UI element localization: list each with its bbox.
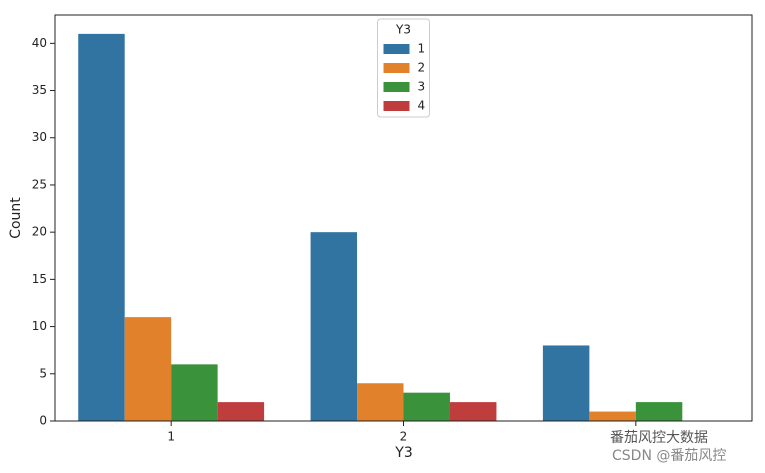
bar [171,364,218,421]
y-tick-label: 20 [32,225,47,239]
legend-swatch [383,44,410,54]
x-tick-label: 2 [400,430,408,444]
bar [403,392,450,421]
legend-swatch [383,82,410,92]
bar [124,317,172,421]
y-tick-label: 15 [32,272,47,286]
watermark: CSDN @番茄风控 [612,447,726,464]
legend-title: Y3 [395,23,411,37]
watermark: 番茄风控大数据 [610,429,708,446]
plot-frame [54,14,753,422]
legend-label: 4 [418,99,426,113]
y-tick-label: 25 [32,177,47,191]
legend-swatch [383,101,410,111]
y-tick-label: 10 [32,319,47,333]
bar [589,411,636,421]
legend-swatch [383,63,410,73]
legend-label: 2 [418,61,426,75]
legend-label: 1 [418,42,426,56]
bar [635,402,683,421]
bar [449,402,497,421]
y-tick-label: 30 [32,130,47,144]
bar [357,383,404,421]
y-axis-label: Count [8,197,24,239]
bar [310,232,358,421]
y-tick-label: 35 [32,83,47,97]
x-axis-label: Y3 [394,445,412,461]
bar [542,345,590,421]
y-tick-label: 5 [39,366,47,380]
y-tick-label: 0 [39,414,47,428]
bar [217,402,265,421]
y-tick-label: 40 [32,36,47,50]
legend-label: 3 [418,80,426,94]
bar [78,33,125,421]
x-tick-label: 1 [167,430,175,444]
